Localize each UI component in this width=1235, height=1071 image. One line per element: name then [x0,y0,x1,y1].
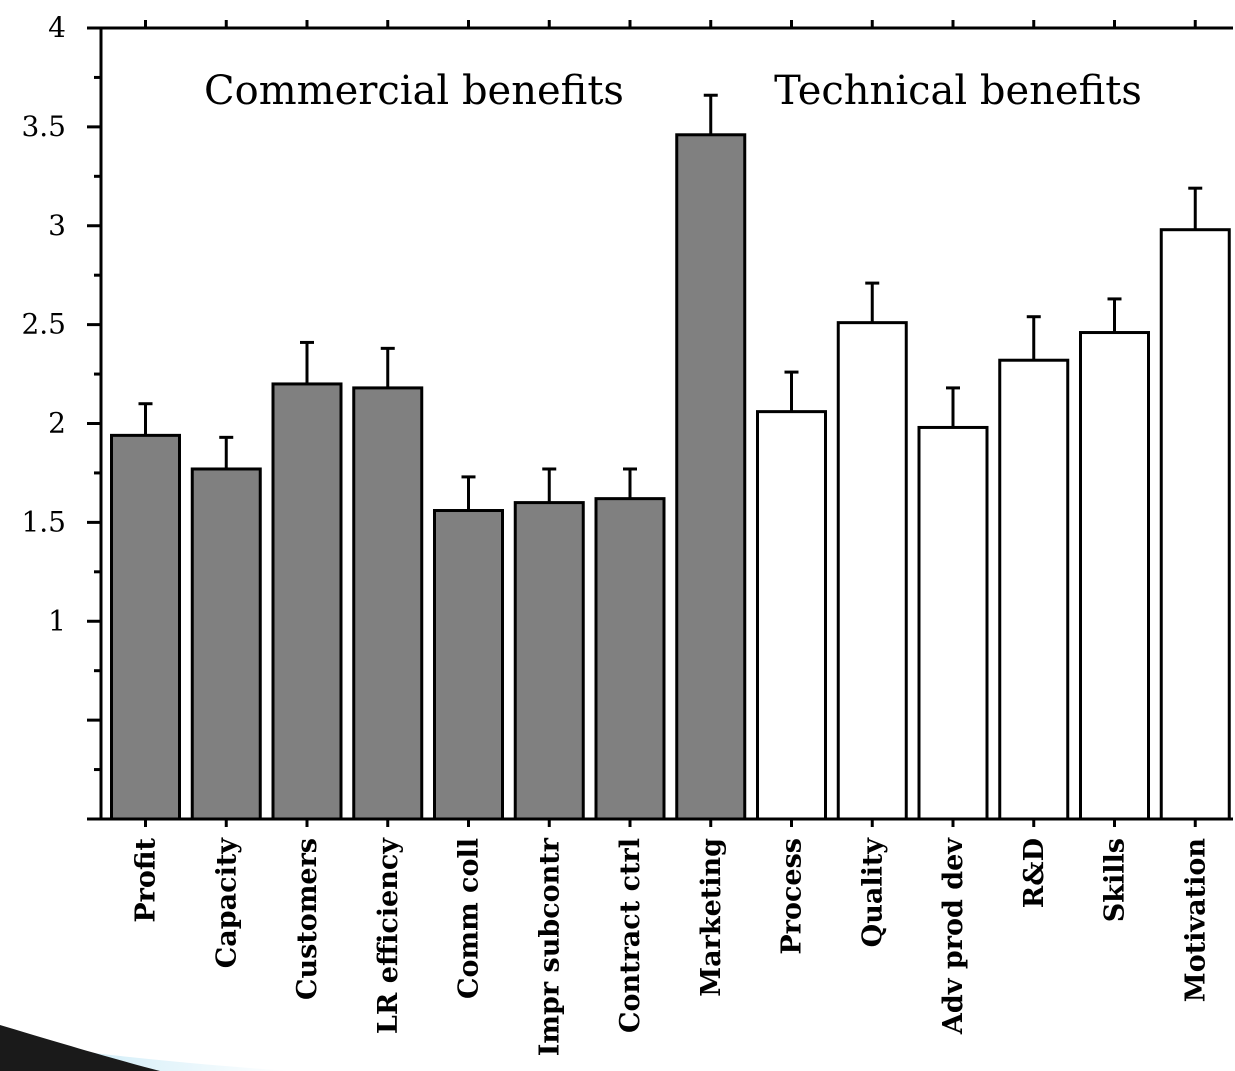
x-tick-label: Profit [131,837,162,922]
y-tick-label: 1.5 [21,505,66,538]
labels-layer: 1 1.5 2 2.5 3 3.5 4 Profit Capacity Customers LR e… [21,11,1211,1056]
group-label: Commercial benefits [204,68,624,114]
bar-impr-subcontr [513,501,585,821]
bar-profit [110,433,181,821]
decorative-swoosh [0,1025,290,1071]
x-tick-label: Contract ctrl [615,838,646,1033]
x-tick-label: LR efficiency [373,837,404,1034]
x-tick-label: Comm coll [454,838,485,999]
x-tick-label: Motivation [1180,838,1211,1003]
bar-comm-coll [433,509,504,821]
x-tick-label: Customers [292,838,323,1000]
bar-skills [1079,331,1150,821]
bar-process [756,410,827,821]
y-tick-label: 3 [48,209,66,242]
bar-customers [271,382,343,821]
bar-motivation [1159,228,1231,821]
x-tick-label: Capacity [211,837,242,969]
group-label: Technical benefits [774,68,1142,114]
bars-layer [110,133,1231,821]
bar-lr-efficiency [352,386,424,821]
x-tick-label: Adv prod dev [938,837,969,1035]
x-tick-label: Quality [857,837,888,948]
bar-contract-ctrl [594,497,666,821]
x-tick-label: Impr subcontr [534,837,565,1056]
y-tick-label: 2.5 [21,308,66,341]
bar-r-d [998,358,1070,821]
error-bars-layer [138,93,1203,511]
axes-layer [87,20,1233,827]
x-tick-label: Process [777,838,808,955]
y-tick-label: 2 [48,407,66,440]
bar-quality [836,321,908,821]
x-tick-label: Skills [1100,838,1131,922]
y-tick-label: 4 [48,11,66,44]
bar-capacity [190,467,262,821]
bar-adv-prod-dev [917,425,989,821]
x-tick-label: Marketing [696,838,727,997]
y-tick-label: 3.5 [21,110,66,143]
bar-marketing [675,133,747,821]
y-tick-label: 1 [48,604,66,637]
x-tick-label: R&D [1019,838,1050,908]
